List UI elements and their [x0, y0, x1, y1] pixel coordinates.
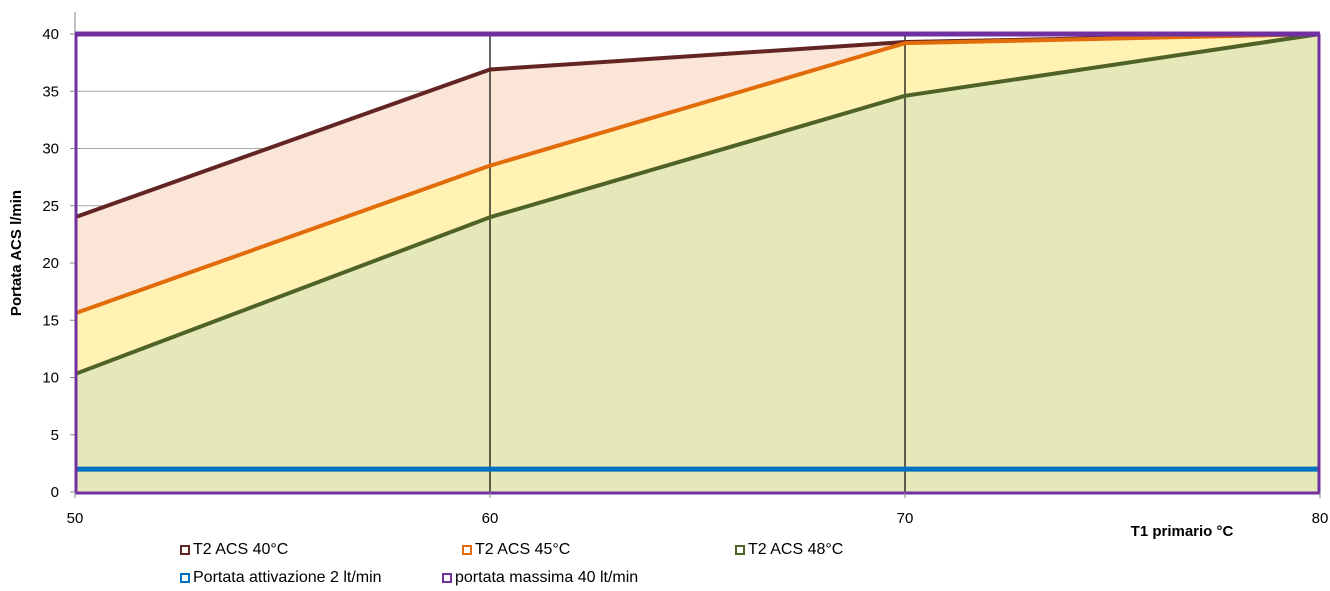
y-tick-label: 15: [42, 312, 59, 329]
legend-item-portata-attivazione: Portata attivazione 2 lt/min: [180, 569, 382, 587]
legend-item-portata-massima: portata massima 40 lt/min: [442, 569, 638, 587]
legend-swatch: [735, 545, 745, 555]
legend-item-t2-acs-48: T2 ACS 48°C: [735, 541, 843, 559]
x-tick-label: 50: [67, 510, 84, 527]
area-fill: [75, 34, 1320, 492]
legend-label: Portata attivazione 2 lt/min: [193, 569, 382, 586]
x-tick-label: 70: [897, 510, 914, 527]
y-tick-label: 35: [42, 83, 59, 100]
legend-item-t2-acs-45: T2 ACS 45°C: [462, 541, 570, 559]
y-axis-title: Portata ACS l/min: [8, 190, 25, 316]
y-tick-label: 0: [51, 484, 59, 501]
series-line: [74, 32, 1321, 316]
legend-swatch: [180, 573, 190, 583]
x-axis-title: T1 primario °C: [1131, 523, 1234, 540]
y-tick-label: 40: [42, 26, 59, 43]
y-tick-label: 20: [42, 255, 59, 272]
legend-label: portata massima 40 lt/min: [455, 569, 639, 586]
y-tick-label: 30: [42, 141, 59, 158]
y-tick-label: 10: [42, 370, 59, 387]
y-tick-label: 5: [51, 427, 59, 444]
legend-label: T2 ACS 48°C: [748, 541, 844, 558]
x-tick-label: 60: [482, 510, 499, 527]
legend-label: T2 ACS 40°C: [193, 541, 289, 558]
legend-label: T2 ACS 45°C: [475, 541, 571, 558]
x-tick-label: 80: [1312, 510, 1329, 527]
series-line: [74, 32, 1321, 376]
legend-item-t2-acs-40: T2 ACS 40°C: [180, 541, 288, 559]
legend-swatch: [462, 545, 472, 555]
y-tick-label: 25: [42, 198, 59, 215]
legend-swatch: [180, 545, 190, 555]
legend-swatch: [442, 573, 452, 583]
